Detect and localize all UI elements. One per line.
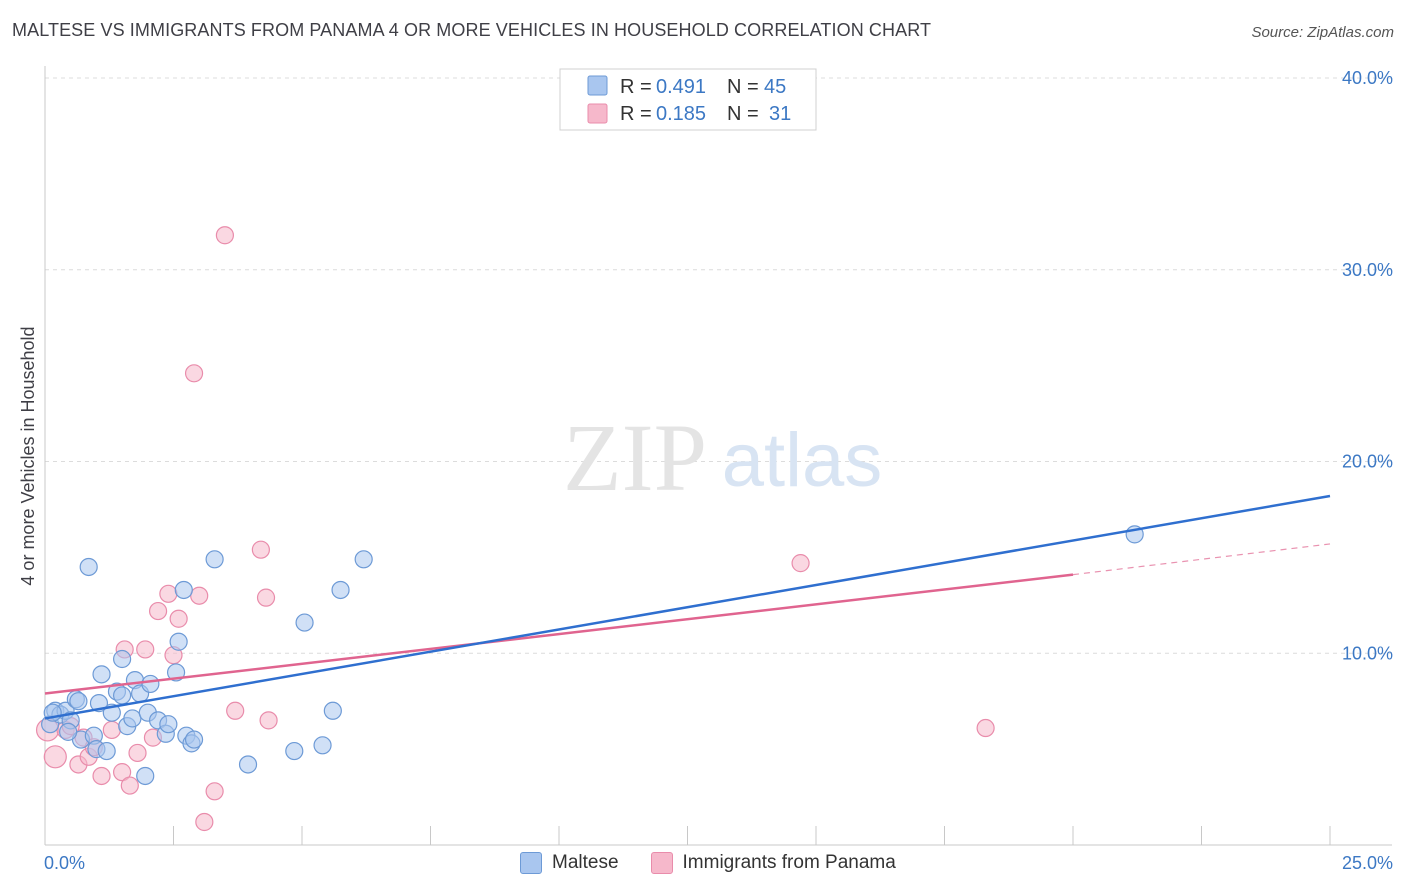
axes	[44, 66, 1392, 846]
point-maltese-38	[331, 580, 350, 600]
y-tick-label-2: 30.0%	[1342, 260, 1393, 280]
point-maltese-35	[295, 613, 314, 632]
legend-r-label-2: R =	[620, 103, 652, 125]
point-panama-12	[120, 776, 139, 795]
point-panama-22	[195, 812, 214, 832]
point-panama-27	[256, 588, 276, 607]
legend-swatch-maltese	[587, 75, 608, 96]
point-maltese-28	[174, 580, 193, 600]
bottom-legend: Maltese Immigrants from Panama	[520, 852, 918, 874]
trend-line-maltese	[44, 494, 1331, 720]
x-tick-label-0: 0.0%	[44, 853, 85, 873]
y-axis-title: 4 or more Vehicles in Household	[18, 326, 38, 585]
bottom-legend-label-maltese: Maltese	[552, 852, 619, 873]
point-panama-9	[102, 720, 121, 740]
point-maltese-33	[238, 755, 258, 774]
point-maltese-44	[69, 692, 88, 711]
y-tick-label-1: 20.0%	[1342, 452, 1393, 472]
point-maltese-37	[323, 701, 342, 720]
point-maltese-36	[313, 736, 332, 755]
point-panama-14	[136, 640, 155, 659]
point-panama-13	[128, 743, 147, 763]
legend-r-label-1: R =	[620, 76, 652, 98]
chart-title: MALTESE VS IMMIGRANTS FROM PANAMA 4 OR M…	[12, 20, 932, 40]
point-maltese-32	[205, 550, 224, 569]
point-maltese-25	[159, 715, 178, 734]
point-panama-28	[259, 711, 278, 730]
legend-swatch-panama	[587, 103, 608, 124]
legend-n-label-1: N =	[727, 76, 759, 98]
point-maltese-31	[184, 730, 204, 749]
point-panama-24	[215, 226, 234, 245]
source-label: Source: ZipAtlas.com	[1251, 24, 1394, 41]
legend-n-value-1: 45	[764, 76, 786, 98]
point-maltese-20	[136, 766, 155, 786]
watermark: ZIP atlas	[563, 404, 882, 511]
bottom-swatch-panama	[650, 852, 673, 874]
data-points	[35, 226, 1144, 832]
legend-n-value-2: 31	[769, 103, 791, 125]
bottom-legend-panama[interactable]: Immigrants from Panama	[650, 852, 896, 874]
point-maltese-39	[354, 550, 373, 569]
tick-labels: 10.0% 20.0% 30.0% 40.0% 0.0% 25.0%	[44, 68, 1393, 873]
point-panama-10	[112, 763, 132, 782]
x-tick-label-1: 25.0%	[1342, 853, 1393, 873]
point-maltese-42	[59, 722, 78, 741]
point-panama-23	[205, 782, 224, 801]
point-panama-16	[148, 601, 168, 621]
point-maltese-22	[141, 674, 160, 694]
point-maltese-10	[92, 665, 111, 684]
watermark-zip: ZIP	[563, 404, 707, 511]
y-tick-label-3: 40.0%	[1342, 68, 1393, 88]
trend-lines	[44, 494, 1331, 720]
point-maltese-11	[97, 741, 116, 761]
y-tick-label-0: 10.0%	[1342, 643, 1393, 663]
point-maltese-34	[285, 741, 304, 761]
point-maltese-7	[79, 557, 98, 577]
point-panama-19	[169, 609, 188, 628]
point-maltese-27	[169, 632, 188, 651]
bottom-legend-label-panama: Immigrants from Panama	[682, 852, 896, 873]
point-panama-1	[43, 745, 67, 769]
trend-line-panama	[44, 573, 1074, 695]
point-panama-17	[159, 584, 178, 603]
point-maltese-14	[112, 686, 132, 705]
point-panama-8	[92, 766, 111, 786]
point-panama-26	[251, 540, 270, 559]
point-maltese-15	[112, 649, 132, 669]
watermark-atlas: atlas	[722, 418, 883, 503]
bottom-swatch-maltese	[520, 852, 542, 874]
trend-line-panama-extension	[1072, 543, 1331, 576]
point-panama-21	[190, 586, 209, 605]
point-panama-30	[976, 718, 995, 738]
legend-r-value-1: 0.491	[656, 76, 706, 98]
point-panama-20	[184, 364, 204, 383]
point-panama-25	[226, 701, 245, 720]
point-panama-29	[791, 554, 810, 573]
bottom-legend-maltese[interactable]: Maltese	[520, 852, 619, 874]
point-maltese-17	[123, 709, 142, 728]
top-legend: R = 0.491 N = 45 R = 0.185 N = 31	[559, 68, 817, 131]
legend-n-label-2: N =	[727, 103, 759, 125]
legend-r-value-2: 0.185	[656, 103, 706, 125]
grid	[45, 77, 1392, 654]
